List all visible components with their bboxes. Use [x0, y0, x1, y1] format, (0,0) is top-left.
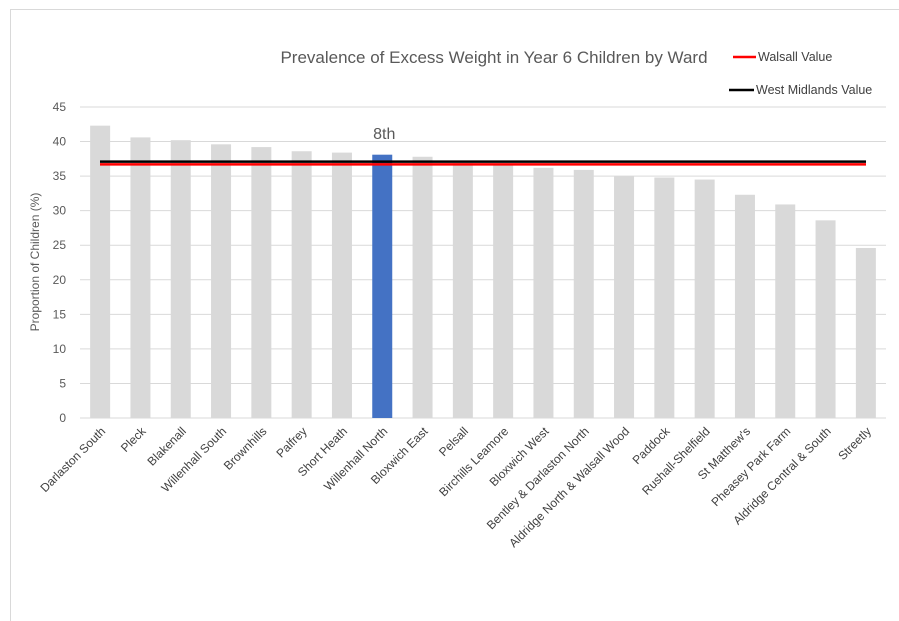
- y-tick-label: 10: [53, 342, 67, 356]
- bar-pelsall: [452, 162, 473, 418]
- legend-label: West Midlands Value: [756, 83, 872, 97]
- bar-brownhills: [251, 147, 272, 418]
- bar-blakenall: [170, 140, 191, 418]
- x-axis-labels: Darlaston South PleckBlakenallWillenhall …: [38, 424, 874, 551]
- y-tick-label: 45: [53, 100, 67, 114]
- bar-pheasey-park-farm: [775, 204, 796, 418]
- x-tick-label: Darlaston South: [38, 424, 109, 495]
- y-axis-ticks: 0 5 10 15 20 25 30 35 40 45: [53, 100, 67, 425]
- chart-title: Prevalence of Excess Weight in Year 6 Ch…: [280, 48, 707, 67]
- y-tick-label: 35: [53, 169, 67, 183]
- y-tick-label: 5: [59, 376, 66, 390]
- y-tick-label: 20: [53, 273, 67, 287]
- y-tick-label: 0: [59, 411, 66, 425]
- bar-paddock: [654, 177, 675, 418]
- y-tick-label: 25: [53, 238, 67, 252]
- bar-bentley-darlaston-north: [573, 169, 594, 418]
- bar-streetly: [855, 247, 876, 418]
- x-tick-label: Pelsall: [436, 424, 471, 459]
- legend: Walsall Value West Midlands Value: [729, 50, 872, 97]
- reference-lines: [100, 160, 866, 166]
- gridlines: [80, 106, 886, 419]
- bar-willenhall-north: [372, 154, 393, 419]
- x-tick-label: Palfrey: [273, 424, 309, 460]
- x-tick-label: Brownhills: [221, 424, 270, 473]
- y-tick-label: 30: [53, 204, 67, 218]
- bar-st-matthew-s: [734, 194, 755, 418]
- bar-rushall-shelfield: [694, 179, 715, 418]
- bar-bloxwich-east: [412, 156, 433, 418]
- rank-annotation: 8th: [373, 126, 395, 143]
- bars: [90, 125, 876, 419]
- y-tick-label: 40: [53, 135, 67, 149]
- bar-aldridge-north-walsall-wood: [614, 176, 635, 418]
- x-tick-label: Birchills Leamore: [436, 424, 511, 499]
- y-tick-label: 15: [53, 307, 67, 321]
- bar-willenhall-south: [211, 144, 232, 418]
- x-tick-label: Streetly: [835, 424, 874, 463]
- bar-short-heath: [331, 152, 352, 418]
- chart-frame: [10, 9, 899, 621]
- bar-darlaston-south: [90, 125, 111, 418]
- bar-aldridge-central-south: [815, 220, 836, 418]
- y-axis-title: Proportion of Children (%): [28, 193, 42, 332]
- x-tick-label: Pleck: [118, 424, 149, 455]
- bar-birchills-leamore: [493, 164, 514, 418]
- bar-pleck: [130, 137, 151, 419]
- legend-label: Walsall Value: [758, 50, 832, 64]
- bar-bloxwich-west: [533, 167, 554, 418]
- bar-palfrey: [291, 151, 312, 418]
